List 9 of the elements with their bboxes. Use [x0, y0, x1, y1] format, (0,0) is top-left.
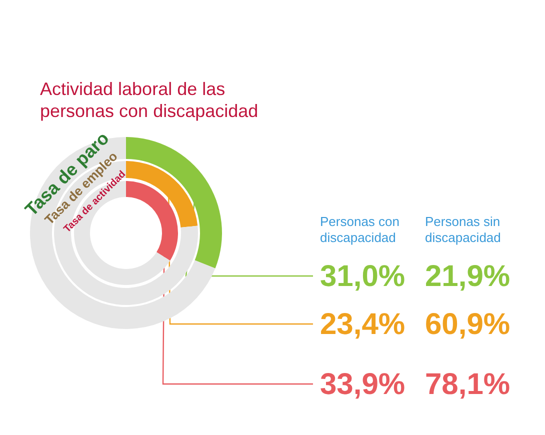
data-label: 31,0%	[320, 260, 406, 294]
text: Personas con discapacidad	[320, 214, 400, 246]
data-label: 33,9%	[320, 368, 406, 402]
text: 60,9%	[425, 308, 510, 342]
text: 21,9%	[425, 260, 510, 294]
data-label: 23,4%	[320, 308, 406, 342]
text: 78,1%	[425, 368, 510, 402]
text: Personas sin discapacidad	[425, 214, 502, 246]
text: Actividad laboral de las personas con discapacidad	[40, 78, 260, 122]
